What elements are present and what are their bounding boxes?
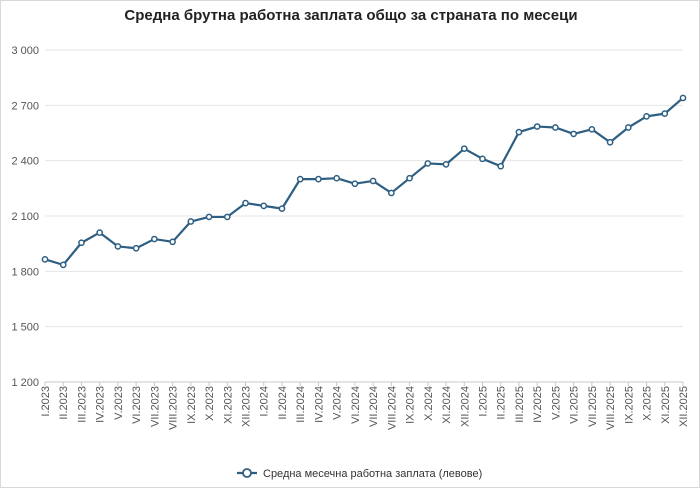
legend-label: Средна месечна работна заплата (левове) [263, 468, 482, 480]
x-tick-label: I.2024 [259, 386, 271, 417]
x-tick-label: III.2025 [514, 386, 526, 423]
data-point[interactable] [151, 235, 158, 243]
x-tick-label: IX.2023 [186, 386, 198, 424]
y-tick-label: 1 200 [11, 377, 39, 389]
y-tick-label: 2 400 [11, 156, 39, 168]
data-point[interactable] [533, 123, 541, 130]
x-tick-label: III.2024 [295, 386, 307, 423]
data-point[interactable] [132, 244, 140, 252]
x-tick-label: VIII.2024 [386, 386, 398, 430]
data-point[interactable] [679, 94, 687, 102]
x-tick-label: III.2023 [76, 386, 88, 423]
y-axis-tick-labels: 1 200 1 500 1 800 2 100 2 400 2 700 3 000 [11, 45, 39, 389]
data-point[interactable] [114, 243, 122, 250]
data-point[interactable] [296, 175, 304, 183]
y-tick-label: 2 700 [11, 100, 39, 112]
data-point[interactable] [260, 202, 268, 210]
y-tick-label: 2 100 [11, 211, 39, 223]
x-tick-label: X.2024 [423, 386, 435, 421]
legend[interactable]: Средна месечна работна заплата (левове) [237, 468, 482, 480]
x-tick-label: IV.2025 [532, 386, 544, 423]
x-tick-label: XI.2023 [222, 386, 234, 424]
x-axis-tick-labels: I.2023 II.2023 III.2023 IV.2023 V.2023 VI.202… [40, 382, 690, 430]
y-tick-label: 1 500 [11, 322, 39, 334]
data-point[interactable] [624, 124, 632, 131]
x-tick-label: IV.2024 [313, 386, 325, 423]
x-tick-label: II.2024 [277, 386, 289, 420]
x-tick-label: VII.2025 [587, 386, 599, 427]
x-tick-label: II.2023 [58, 386, 70, 420]
x-tick-label: XII.2024 [459, 386, 471, 427]
x-tick-label: IX.2025 [623, 386, 635, 424]
x-tick-label: VIII.2025 [605, 386, 617, 430]
data-point[interactable] [205, 213, 213, 221]
data-point[interactable] [96, 229, 104, 236]
x-tick-label: IV.2023 [95, 386, 107, 423]
data-point[interactable] [351, 180, 359, 188]
x-tick-label: XII.2025 [678, 386, 690, 427]
data-point[interactable] [387, 189, 395, 197]
data-point[interactable] [369, 177, 377, 185]
y-tick-label: 1 800 [11, 266, 39, 278]
data-point[interactable] [606, 138, 614, 146]
data-points [41, 94, 687, 269]
data-point[interactable] [643, 113, 650, 120]
x-tick-label: VI.2025 [569, 386, 581, 424]
series-line [44, 97, 684, 266]
x-tick-label: I.2023 [40, 386, 52, 417]
x-tick-label: X.2023 [204, 386, 216, 421]
data-point[interactable] [552, 124, 559, 131]
data-point[interactable] [315, 175, 322, 183]
grid-lines [45, 49, 683, 328]
data-point[interactable] [223, 213, 231, 221]
x-tick-label: VIII.2023 [168, 386, 180, 430]
x-tick-label: V.2023 [113, 386, 125, 420]
x-tick-label: IX.2024 [405, 386, 417, 424]
data-point[interactable] [41, 255, 49, 263]
data-point[interactable] [333, 174, 341, 182]
data-point[interactable] [406, 174, 413, 182]
data-point[interactable] [661, 110, 669, 117]
x-tick-label: I.2025 [477, 386, 489, 417]
data-point[interactable] [242, 199, 249, 207]
data-point[interactable] [479, 155, 486, 163]
legend-marker-swatch [242, 468, 252, 478]
data-point[interactable] [588, 125, 596, 133]
x-tick-label: V.2024 [332, 386, 344, 420]
x-tick-label: VI.2024 [350, 386, 362, 424]
x-tick-label: XI.2025 [660, 386, 672, 424]
x-tick-label: XI.2024 [441, 386, 453, 424]
x-tick-label: V.2025 [550, 386, 562, 420]
data-point[interactable] [442, 161, 450, 168]
x-tick-label: VII.2023 [149, 386, 161, 427]
x-tick-label: VI.2023 [131, 386, 143, 424]
chart-title: Средна брутна работна заплата общо за ст… [124, 7, 578, 24]
data-point[interactable] [570, 130, 577, 138]
data-point[interactable] [169, 238, 176, 246]
x-tick-label: XII.2023 [241, 386, 253, 427]
x-tick-label: VII.2024 [368, 386, 380, 427]
data-point[interactable] [424, 160, 432, 167]
y-tick-label: 3 000 [11, 45, 39, 57]
data-point[interactable] [187, 218, 195, 225]
data-point[interactable] [59, 261, 67, 269]
data-point[interactable] [497, 162, 505, 170]
x-tick-label: II.2025 [496, 386, 508, 420]
data-point[interactable] [460, 145, 468, 153]
data-point[interactable] [78, 239, 85, 247]
data-point[interactable] [515, 128, 523, 136]
data-point[interactable] [278, 205, 286, 212]
x-tick-label: X.2025 [642, 386, 654, 421]
